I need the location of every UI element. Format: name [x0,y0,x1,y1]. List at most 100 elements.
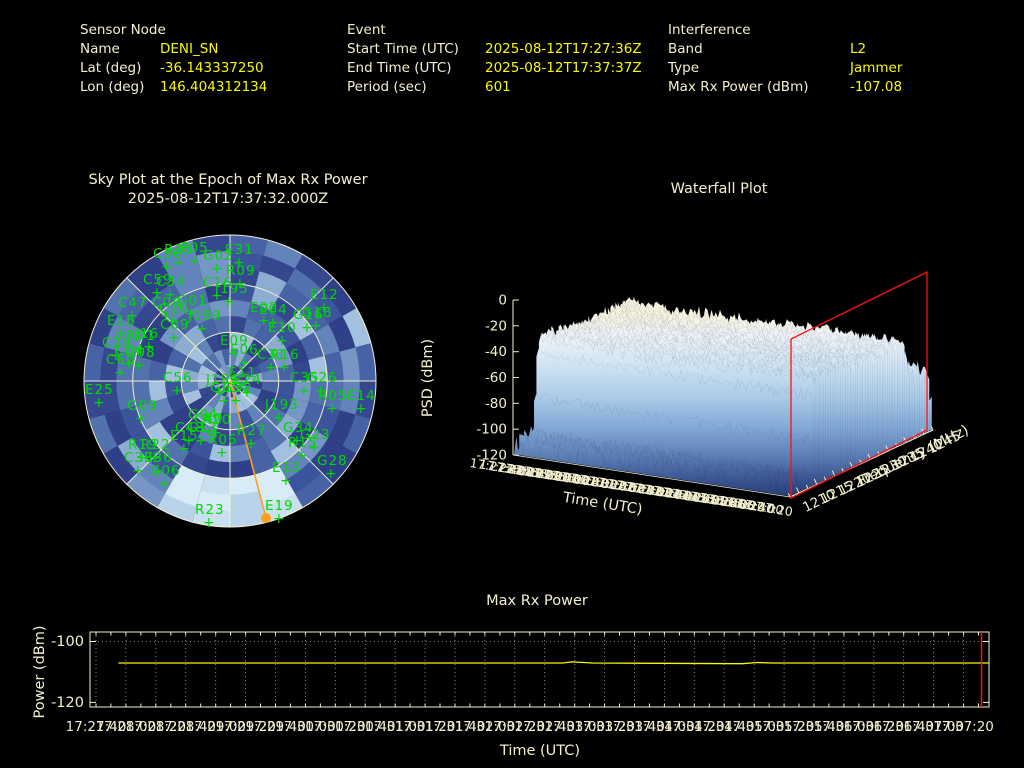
satellite-label: E12 [310,287,339,303]
satellite-marker: + [265,360,277,376]
power-time-tick: 17:32:20 [484,719,545,735]
satellite-marker: + [136,450,148,466]
interference-type-value: Jammer [850,60,903,76]
satellite-marker: + [203,515,215,531]
power-ytick-label: -120 [51,695,84,711]
interference-power-label: Max Rx Power (dBm) [668,79,809,95]
satellite-label: C40 [194,411,224,427]
power-time-tick: 17:29:20 [215,719,276,735]
satellite-label: C09 [160,317,190,333]
satellite-label: G26 [307,370,338,386]
satellite-label: C60 [106,352,136,368]
satellite-label: G09 [127,398,158,414]
power-time-tick: 17:33:40 [604,719,665,735]
satellite-label: C47 [118,295,148,311]
satellite-label: C33 [124,450,154,466]
satellite-label: J196 [205,372,240,388]
sensor-node-title: Sensor Node [80,22,166,38]
satellite-marker: + [326,401,338,417]
psd-tick-label: -80 [485,396,507,412]
power-time-tick: 17:36:00 [814,719,875,735]
power-time-tick: 17:35:20 [754,719,815,735]
satellite-marker: + [241,385,253,401]
satellite-marker: + [161,259,173,275]
satellite-marker: + [278,360,290,376]
power-time-tick: 17:37:20 [933,719,994,735]
satellite-label: J199 [187,308,222,324]
satellite-marker: + [236,378,248,394]
waterfall-time-tick: 17:37:20 [736,496,794,520]
interference-title: Interference [668,22,751,38]
satellite-marker: + [273,511,285,527]
satellite-label: C10 [159,301,189,317]
satellite-marker: + [230,393,242,409]
satellite-label: J16 [134,326,159,342]
satellite-marker: + [160,308,172,324]
satellite-marker: + [149,450,161,466]
interference-bearing-line [229,380,267,519]
satellite-marker: + [210,425,222,441]
psd-tick-label: -60 [485,370,507,386]
satellite-marker: + [211,261,223,277]
power-time-tick: 17:29:00 [185,719,246,735]
power-plot-title: Max Rx Power [486,593,588,609]
satellite-marker: + [273,410,285,426]
satellite-marker: + [218,393,230,409]
power-time-tick: 17:34:20 [664,719,725,735]
satellite-marker: + [202,424,214,440]
satellite-marker: + [234,276,246,292]
satellite-marker: + [301,320,313,336]
sensor-lat-label: Lat (deg) [80,60,142,76]
satellite-marker: + [183,433,195,449]
event-period-value: 601 [485,79,511,95]
satellite-marker: + [291,433,303,449]
satellite-marker: + [133,358,145,374]
satellite-marker: + [188,253,200,269]
psd-axis-title: PSD (dBm) [420,339,436,417]
event-title: Event [347,22,386,38]
satellite-label: R16 [270,347,300,363]
satellite-marker: + [196,321,208,337]
satellite-label: R22 [141,437,171,453]
satellite-label: R19 [128,437,158,453]
sensor-lon-value: 146.404312134 [160,79,268,95]
satellite-marker: + [258,313,270,329]
sensor-lat-value: -36.143337250 [160,60,264,76]
sky-heatmap [84,235,376,527]
psd-tick-label: -100 [476,422,507,438]
event-period-label: Period (sec) [347,79,427,95]
power-time-tick: 17:29:40 [245,719,306,735]
satellite-marker: + [134,341,146,357]
psd-tick-label: -20 [485,318,507,334]
event-start-value: 2025-08-12T17:27:36Z [485,41,642,57]
satellite-label: R06 [208,432,238,448]
time-axis [512,454,791,498]
satellite-label: E06 [230,342,259,358]
satellite-label: R20 [202,412,232,428]
interference-band-label: Band [668,41,703,57]
satellite-marker: + [267,315,279,331]
satellite-label: E25 [85,382,114,398]
power-ytick-label: -100 [51,634,84,650]
satellite-marker: + [216,445,228,461]
satellite-marker: + [185,306,197,322]
satellite-marker: + [135,411,147,427]
satellite-label: R09 [226,263,256,279]
satellite-marker: + [238,355,250,371]
power-xaxis-label: Time (UTC) [499,743,581,759]
satellite-label: J195 [214,281,249,297]
power-time-tick: 17:36:40 [873,719,934,735]
sensor-lon-label: Lon (deg) [80,79,145,95]
satellite-marker: + [315,383,327,399]
satellite-label: C31 [257,347,287,363]
psd-tick-label: 0 [498,293,507,309]
satellite-marker: + [151,285,163,301]
power-time-tick: 17:30:20 [305,719,366,735]
satellite-label: G02 [203,248,234,264]
satellite-marker: + [132,463,144,479]
satellite-marker: + [223,294,235,310]
satellite-label: G35 [210,380,241,396]
satellite-label: G34 [283,420,314,436]
power-time-tick: 17:33:20 [574,719,635,735]
power-time-tick: 17:28:20 [125,719,186,735]
